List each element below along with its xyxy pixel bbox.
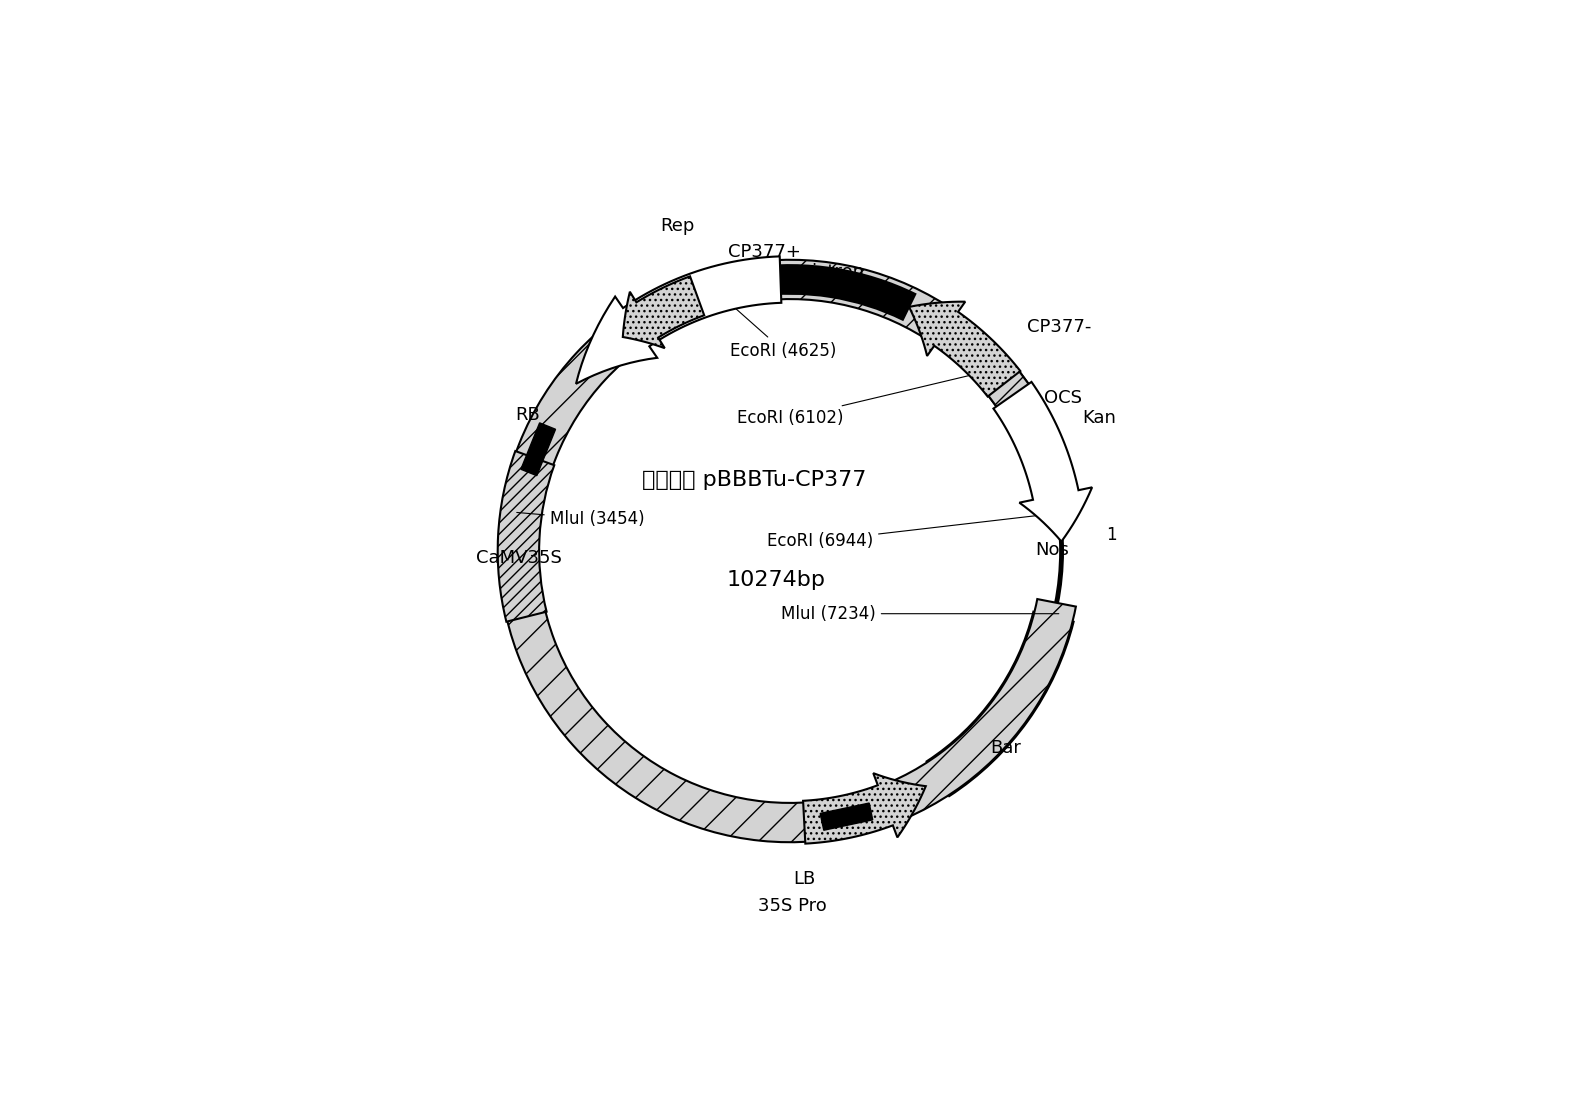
Text: Nos: Nos	[1035, 541, 1068, 559]
Polygon shape	[803, 774, 926, 844]
Polygon shape	[994, 382, 1092, 541]
Text: 重组质粒 pBBBTu-CP377: 重组质粒 pBBBTu-CP377	[641, 469, 866, 489]
Polygon shape	[521, 423, 556, 476]
Text: RB: RB	[515, 407, 539, 424]
Polygon shape	[623, 277, 705, 348]
Wedge shape	[926, 612, 1074, 796]
Text: 1: 1	[1106, 526, 1117, 544]
Text: 35S Pro: 35S Pro	[758, 897, 828, 916]
Text: intron: intron	[811, 263, 864, 281]
Text: 10274bp: 10274bp	[727, 570, 825, 590]
Text: Rep: Rep	[660, 217, 695, 235]
Polygon shape	[908, 302, 1021, 397]
Polygon shape	[577, 257, 782, 383]
Text: CP377+: CP377+	[728, 244, 801, 261]
Text: Kan: Kan	[1082, 409, 1115, 428]
Text: MluI (3454): MluI (3454)	[517, 510, 645, 528]
Text: CP377-: CP377-	[1027, 317, 1090, 336]
Text: CaMV35S: CaMV35S	[476, 549, 561, 568]
Text: EcoRI (6102): EcoRI (6102)	[736, 369, 997, 428]
Text: LB: LB	[793, 871, 815, 888]
Wedge shape	[498, 451, 555, 622]
Wedge shape	[499, 260, 1078, 842]
Text: EcoRI (4625): EcoRI (4625)	[711, 287, 836, 359]
Wedge shape	[750, 266, 915, 320]
Wedge shape	[983, 364, 1074, 498]
Text: OCS: OCS	[1044, 389, 1082, 408]
Polygon shape	[820, 803, 872, 830]
Text: EcoRI (6944): EcoRI (6944)	[766, 512, 1063, 550]
Text: Bar: Bar	[991, 738, 1021, 757]
Text: MluI (7234): MluI (7234)	[781, 605, 1059, 623]
